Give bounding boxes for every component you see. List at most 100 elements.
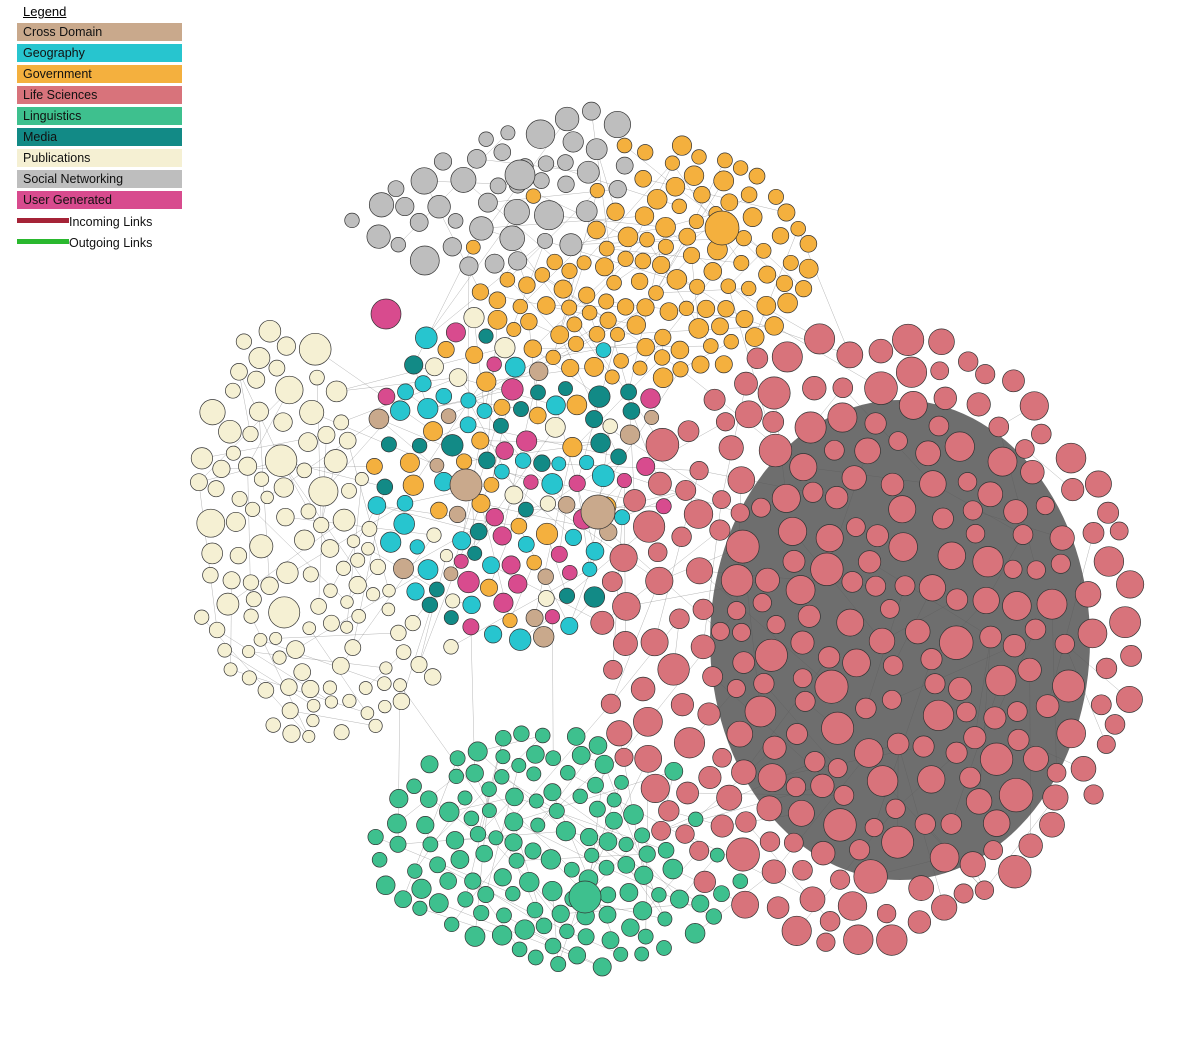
graph-node [1115, 685, 1143, 713]
graph-node [758, 265, 777, 284]
graph-node [917, 765, 946, 794]
graph-node [280, 678, 298, 696]
graph-node [746, 347, 769, 370]
graph-node [713, 885, 730, 903]
graph-node [475, 844, 493, 863]
graph-node [506, 322, 522, 337]
graph-node [340, 595, 354, 609]
graph-node [670, 889, 689, 909]
graph-node [948, 676, 973, 701]
graph-node [613, 353, 629, 369]
graph-node [346, 534, 361, 548]
graph-node [980, 742, 1014, 776]
graph-node [392, 692, 411, 711]
graph-node [1002, 369, 1025, 393]
graph-node [634, 827, 651, 844]
graph-node [417, 397, 439, 420]
graph-node [915, 440, 941, 467]
graph-node [619, 424, 641, 445]
graph-node [841, 465, 867, 491]
graph-node [457, 891, 474, 908]
graph-node [544, 937, 562, 955]
legend-item-life-sciences: Life Sciences [17, 86, 182, 104]
graph-node [443, 566, 459, 582]
graph-node [598, 905, 617, 924]
graph-node [599, 311, 617, 329]
graph-node [333, 414, 350, 431]
graph-node [268, 359, 286, 377]
graph-node [771, 483, 801, 513]
graph-node [298, 432, 318, 452]
graph-node [518, 501, 534, 518]
graph-node [464, 926, 486, 947]
graph-node [1074, 581, 1102, 608]
graph-node [1104, 714, 1126, 735]
graph-node [512, 298, 528, 315]
graph-node [606, 275, 622, 291]
graph-node [671, 526, 692, 547]
graph-node [703, 262, 723, 281]
graph-node [478, 192, 498, 213]
graph-node [587, 776, 604, 794]
graph-node [864, 412, 887, 435]
graph-node [257, 682, 275, 699]
graph-node [785, 776, 807, 797]
graph-node [585, 138, 608, 161]
graph-node [1052, 669, 1085, 703]
graph-node [404, 355, 424, 375]
graph-node [616, 137, 633, 154]
graph-node [603, 660, 623, 680]
graph-node [566, 394, 588, 416]
graph-node [518, 276, 536, 294]
graph-node [533, 626, 555, 648]
graph-node [675, 479, 697, 501]
graph-node [575, 200, 598, 223]
graph-node [566, 727, 586, 746]
graph-node [595, 342, 612, 358]
graph-node [599, 886, 617, 904]
graph-node [615, 156, 634, 175]
graph-node [804, 323, 836, 355]
graph-node [580, 494, 616, 530]
graph-node [406, 582, 425, 601]
graph-node [568, 946, 587, 965]
graph-node [247, 370, 266, 389]
graph-node [617, 226, 639, 248]
graph-node [630, 676, 656, 702]
graph-node [810, 552, 844, 586]
graph-node [671, 198, 687, 214]
graph-node [324, 695, 338, 709]
graph-node [493, 398, 511, 416]
graph-node [410, 167, 438, 195]
graph-node [617, 855, 636, 874]
graph-node [467, 741, 488, 762]
graph-node [417, 559, 439, 580]
graph-node [651, 887, 667, 903]
graph-node [693, 186, 711, 204]
graph-node [764, 316, 784, 336]
graph-node [276, 507, 295, 527]
graph-node [732, 160, 749, 176]
graph-node [757, 376, 791, 410]
graph-node [222, 571, 241, 590]
graph-node [449, 750, 466, 767]
graph-node [529, 406, 547, 425]
graph-node [662, 858, 684, 880]
graph-node [830, 869, 851, 890]
graph-node [836, 341, 864, 369]
graph-node [1007, 701, 1028, 722]
graph-node [550, 325, 570, 345]
graph-node [665, 176, 686, 197]
graph-node [557, 496, 576, 514]
graph-node [559, 233, 583, 257]
graph-node [447, 213, 464, 229]
graph-node [471, 431, 490, 450]
graph-node [377, 676, 392, 691]
graph-node [594, 754, 614, 774]
graph-node [495, 441, 514, 460]
graph-node [751, 497, 771, 518]
graph-node [634, 744, 663, 773]
graph-node [648, 285, 664, 301]
graph-node [833, 785, 855, 806]
graph-node [634, 946, 650, 962]
